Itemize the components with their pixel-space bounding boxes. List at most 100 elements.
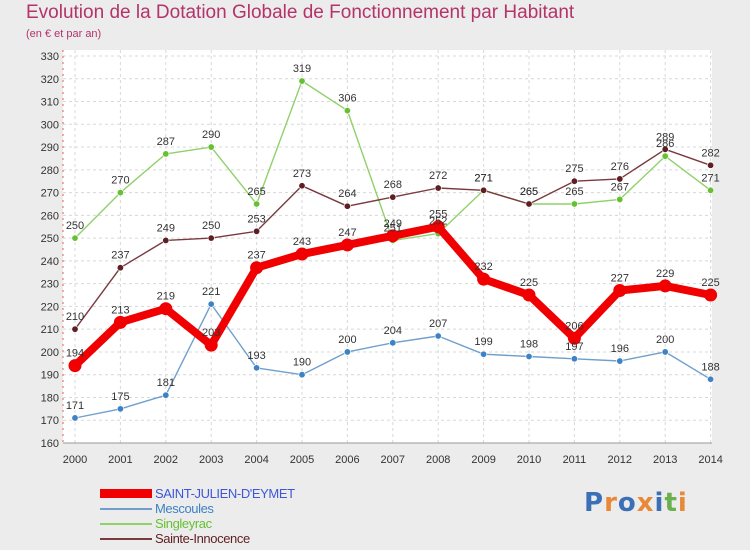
data-point-saint-julien-d-eymet (250, 261, 264, 275)
x-tick-label: 2013 (653, 454, 677, 466)
data-label-sainte-innocence: 268 (384, 179, 402, 191)
data-label-sainte-innocence: 289 (656, 131, 674, 143)
data-label-singleyrac: 306 (338, 93, 356, 105)
data-point-saint-julien-d-eymet (295, 247, 309, 261)
data-label-singleyrac: 252 (429, 216, 447, 228)
data-label-mescoules: 204 (384, 325, 402, 337)
data-label-saint-julien-d-eymet: 213 (111, 304, 129, 316)
data-point-saint-julien-d-eymet (567, 331, 581, 345)
data-label-saint-julien-d-eymet: 203 (202, 327, 220, 339)
data-label-singleyrac: 271 (474, 172, 492, 184)
data-label-sainte-innocence: 275 (565, 163, 583, 175)
y-tick-label: 330 (41, 51, 59, 63)
data-point-mescoules (480, 350, 488, 358)
data-point-saint-julien-d-eymet (431, 220, 445, 234)
data-point-singleyrac (71, 234, 79, 242)
data-label-mescoules: 193 (247, 350, 265, 362)
data-point-sainte-innocence (298, 182, 306, 190)
data-label-sainte-innocence: 250 (202, 220, 220, 232)
data-point-singleyrac (298, 77, 306, 85)
y-tick-label: 250 (41, 233, 59, 245)
data-label-singleyrac: 271 (701, 172, 719, 184)
data-label-mescoules: 171 (66, 400, 84, 412)
data-point-singleyrac (253, 200, 261, 208)
data-point-sainte-innocence (661, 145, 669, 153)
x-tick-label: 2012 (608, 454, 632, 466)
data-point-singleyrac (707, 186, 715, 194)
data-label-sainte-innocence: 210 (66, 311, 84, 323)
y-tick-label: 320 (41, 74, 59, 86)
legend-swatch (100, 489, 152, 498)
data-point-singleyrac (116, 189, 124, 197)
data-label-mescoules: 181 (157, 377, 175, 389)
data-point-sainte-innocence (253, 227, 261, 235)
data-label-saint-julien-d-eymet: 206 (565, 320, 583, 332)
data-label-mescoules: 207 (429, 318, 447, 330)
data-label-singleyrac: 287 (157, 136, 175, 148)
data-point-sainte-innocence (116, 264, 124, 272)
chart-title: Evolution de la Dotation Globale de Fonc… (26, 2, 575, 23)
data-label-saint-julien-d-eymet: 219 (157, 291, 175, 303)
data-label-singleyrac: 265 (247, 186, 265, 198)
data-label-saint-julien-d-eymet: 249 (384, 218, 402, 230)
legend-label: Singleyrac (155, 516, 212, 531)
y-tick-label: 220 (41, 301, 59, 313)
data-point-mescoules (434, 332, 442, 340)
data-point-mescoules (661, 348, 669, 356)
x-tick-label: 2001 (108, 454, 132, 466)
data-point-sainte-innocence (525, 200, 533, 208)
data-label-sainte-innocence: 264 (338, 188, 356, 200)
data-label-sainte-innocence: 249 (157, 222, 175, 234)
y-tick-label: 300 (41, 119, 59, 131)
x-tick-label: 2010 (517, 454, 541, 466)
y-tick-label: 160 (41, 438, 59, 450)
data-point-sainte-innocence (616, 175, 624, 183)
y-tick-label: 180 (41, 392, 59, 404)
data-point-mescoules (707, 375, 715, 383)
data-label-saint-julien-d-eymet: 225 (520, 277, 538, 289)
data-point-singleyrac (343, 107, 351, 115)
data-label-saint-julien-d-eymet: 229 (656, 268, 674, 280)
data-label-singleyrac: 290 (202, 129, 220, 141)
data-label-sainte-innocence: 271 (474, 172, 492, 184)
data-label-saint-julien-d-eymet: 255 (429, 209, 447, 221)
legend-item-singleyrac: Singleyrac (100, 516, 440, 531)
data-point-saint-julien-d-eymet (204, 338, 218, 352)
data-point-saint-julien-d-eymet (704, 288, 718, 302)
data-label-sainte-innocence: 272 (429, 170, 447, 182)
data-point-sainte-innocence (162, 236, 170, 244)
y-tick-label: 270 (41, 188, 59, 200)
x-tick-label: 2000 (63, 454, 87, 466)
x-tick-label: 2004 (244, 454, 268, 466)
data-label-sainte-innocence: 237 (111, 250, 129, 262)
data-point-sainte-innocence (707, 161, 715, 169)
data-point-singleyrac (570, 200, 578, 208)
data-label-mescoules: 200 (338, 334, 356, 346)
data-point-sainte-innocence (570, 177, 578, 185)
proxiti-logo[interactable]: Proxiti (584, 488, 688, 518)
data-label-saint-julien-d-eymet: 237 (247, 250, 265, 262)
legend-label: Mescoules (155, 501, 214, 516)
y-tick-label: 290 (41, 142, 59, 154)
x-tick-label: 2011 (563, 454, 587, 466)
y-tick-label: 170 (41, 415, 59, 427)
data-point-mescoules (616, 357, 624, 365)
data-label-mescoules: 198 (520, 338, 538, 350)
legend-item-sainte-innocence: Sainte-Innocence (100, 531, 440, 546)
x-tick-label: 2006 (335, 454, 359, 466)
data-label-saint-julien-d-eymet: 227 (611, 272, 629, 284)
data-label-mescoules: 221 (202, 286, 220, 298)
data-point-mescoules (343, 348, 351, 356)
data-label-sainte-innocence: 265 (520, 186, 538, 198)
y-tick-label: 240 (41, 256, 59, 268)
data-label-singleyrac: 265 (565, 186, 583, 198)
data-point-mescoules (162, 391, 170, 399)
y-tick-label: 190 (41, 370, 59, 382)
data-point-sainte-innocence (207, 234, 215, 242)
data-label-singleyrac: 286 (656, 138, 674, 150)
data-point-saint-julien-d-eymet (386, 229, 400, 243)
data-label-mescoules: 175 (111, 391, 129, 403)
legend-swatch (100, 537, 152, 540)
data-label-saint-julien-d-eymet: 194 (66, 348, 84, 360)
data-point-saint-julien-d-eymet (113, 315, 127, 329)
